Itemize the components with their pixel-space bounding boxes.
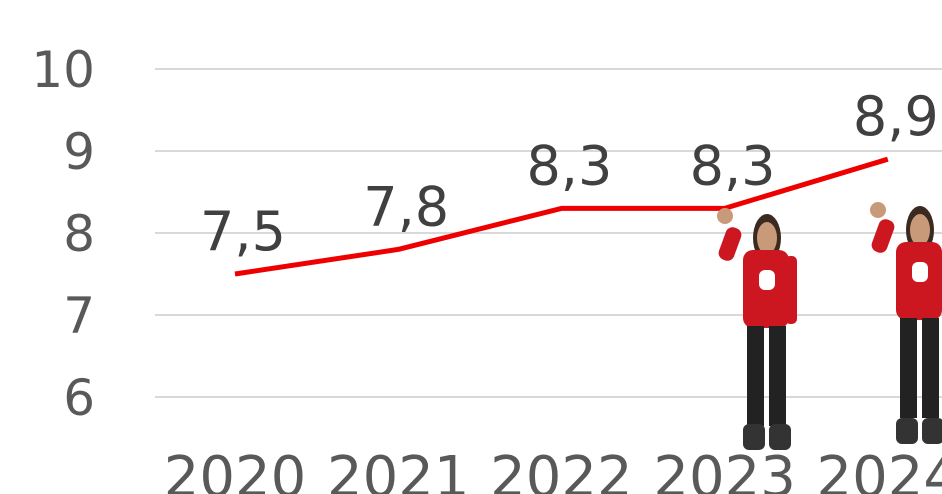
y-tick-label: 9 (63, 123, 95, 181)
y-tick-label: 6 (63, 369, 95, 427)
x-tick-label: 2023 (653, 445, 796, 494)
x-tick-label: 2022 (490, 445, 633, 494)
data-label: 7,5 (200, 200, 286, 263)
data-label: 8,3 (690, 134, 776, 197)
y-tick-label: 7 (63, 287, 95, 345)
data-label: 7,8 (363, 175, 449, 238)
series (234, 156, 889, 277)
x-tick-label: 2024 (817, 445, 942, 494)
y-tick-label: 8 (63, 205, 95, 263)
x-tick-label: 2020 (164, 445, 307, 494)
data-label: 8,9 (853, 85, 939, 148)
data-label: 8,3 (526, 134, 612, 197)
data-line (234, 156, 889, 277)
x-tick-label: 2021 (327, 445, 470, 494)
labels: 2020 2021 2022 2023 2024 7,5 7,8 8,3 8,3 8,9 (164, 85, 942, 494)
y-tick-label: 10 (31, 41, 95, 99)
person-figure (717, 208, 797, 450)
person-figure (870, 202, 942, 444)
grid: 6 7 8 9 10 (31, 41, 942, 427)
